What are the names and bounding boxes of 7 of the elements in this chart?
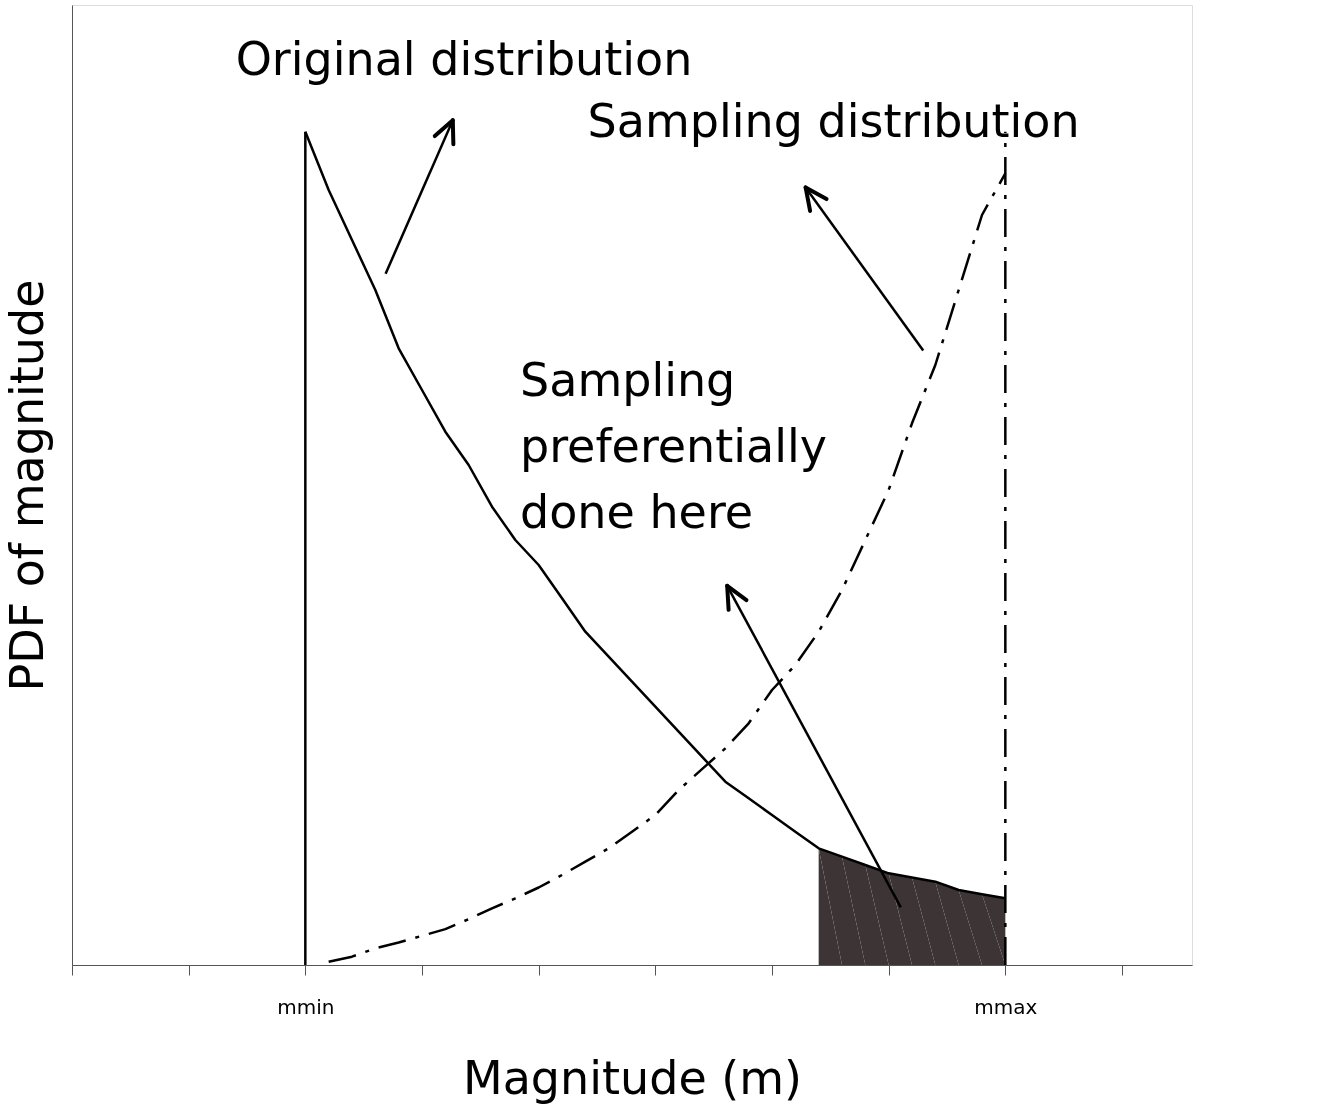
- annotation: Sampling preferentially done here: [520, 353, 828, 540]
- annotation: Sampling distribution: [587, 94, 1080, 148]
- text: Original distribution: [235, 31, 693, 86]
- x-tick-label: mmax: [974, 994, 1038, 1019]
- x-axis-title: Magnitude (m): [462, 1050, 803, 1105]
- x-tick-label: mmin: [277, 994, 335, 1019]
- y-axis-title: PDF of magnitude: [0, 279, 54, 692]
